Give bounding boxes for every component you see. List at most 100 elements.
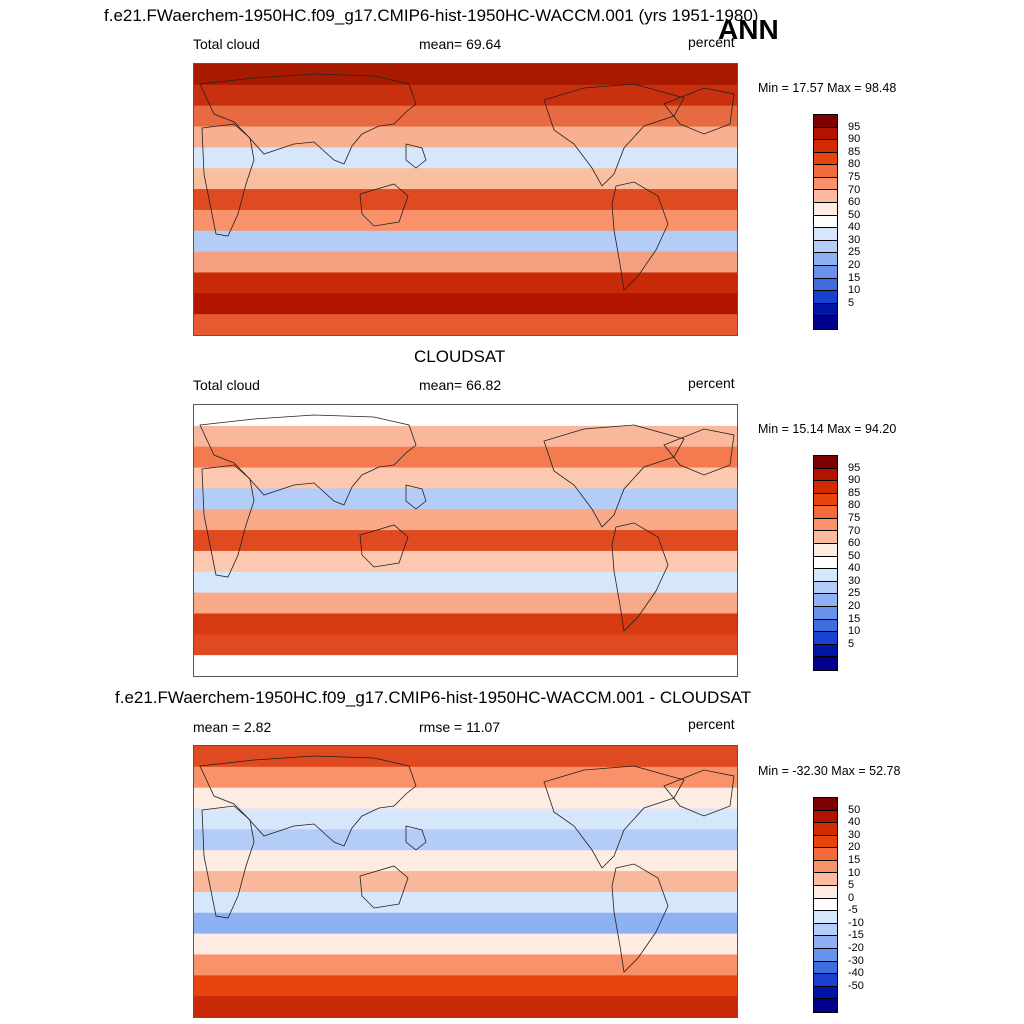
map-contour-band [194, 634, 737, 656]
map-contour-band [194, 64, 737, 86]
colorbar-box [814, 810, 837, 824]
colorbar-box [814, 619, 837, 633]
colorbar-tick-label: -20 [848, 942, 864, 955]
map-contour-band [194, 314, 737, 335]
coastline [359, 524, 409, 568]
colorbar-tick-label: 30 [848, 828, 861, 841]
map-contour-band [194, 168, 737, 190]
map-contour-band [194, 912, 737, 935]
map-contour-band [194, 293, 737, 315]
colorbar-tick-label: 75 [848, 170, 861, 183]
colorbar-tick-label: -30 [848, 954, 864, 967]
colorbar-box [814, 594, 837, 607]
colorbar-box [814, 506, 837, 519]
colorbar-tick-label: 50 [848, 803, 861, 816]
coastline [201, 464, 255, 578]
coastline [611, 522, 669, 632]
colorbar-tick-label: -40 [848, 967, 864, 980]
panel1-colorbar [813, 114, 838, 330]
colorbar-box [814, 278, 837, 292]
map-contour-band [194, 509, 737, 531]
coastline [543, 83, 685, 187]
coastline [663, 769, 735, 817]
colorbar-tick-label: 30 [848, 574, 861, 587]
colorbar-box [814, 556, 837, 570]
colorbar-box [814, 303, 837, 317]
colorbar-tick-label: 10 [848, 625, 861, 638]
colorbar-tick-label: 40 [848, 562, 861, 575]
panel1-mean-label: mean= 69.64 [419, 36, 502, 52]
map-contour-band [194, 488, 737, 510]
colorbar-tick-label: 85 [848, 486, 861, 499]
coastline [663, 87, 735, 135]
colorbar-box [814, 531, 837, 545]
panel3-mean-label: mean = 2.82 [193, 719, 272, 735]
colorbar-box [814, 240, 837, 254]
colorbar-box [814, 127, 837, 141]
colorbar-box [814, 823, 837, 836]
map-contour-band [194, 84, 737, 107]
panel3-colorbar [813, 797, 838, 1013]
colorbar-tick-label: 50 [848, 549, 861, 562]
colorbar-box [814, 544, 837, 557]
coastline [405, 484, 427, 510]
coastline [611, 863, 669, 973]
map-contour-band [194, 592, 737, 615]
colorbar-box [814, 835, 837, 849]
colorbar-tick-label: 10 [848, 284, 861, 297]
map-contour-band [194, 405, 737, 427]
coastline [201, 805, 255, 919]
panel3-minmax: Min = -32.30 Max = 52.78 [758, 764, 901, 778]
season-label: ANN [718, 14, 779, 45]
coastline [543, 765, 685, 869]
coastline [663, 428, 735, 476]
colorbar-box [814, 481, 837, 494]
map-contour-band [194, 787, 737, 810]
colorbar-box [814, 115, 837, 128]
colorbar-box [814, 581, 837, 595]
map-contour-band [194, 272, 737, 294]
colorbar-box [814, 798, 837, 811]
panel3-title: f.e21.FWaerchem-1950HC.f09_g17.CMIP6-his… [115, 688, 752, 707]
panel3-units-label: percent [688, 716, 735, 732]
map-contour-band [194, 746, 737, 768]
panel1-title: f.e21.FWaerchem-1950HC.f09_g17.CMIP6-his… [104, 6, 759, 25]
coastline [201, 123, 255, 237]
panel2-map [193, 404, 738, 677]
colorbar-box [814, 986, 837, 1000]
map-contour-band [194, 425, 737, 448]
colorbar-box [814, 456, 837, 469]
panel1-minmax: Min = 17.57 Max = 98.48 [758, 81, 897, 95]
map-contour-band [194, 209, 737, 232]
colorbar-tick-label: 0 [848, 891, 855, 904]
coastline [359, 183, 409, 227]
panel1-units-label: percent [688, 34, 735, 50]
colorbar-tick-label: -10 [848, 916, 864, 929]
panel2-colorbar [813, 455, 838, 671]
colorbar-box [814, 140, 837, 153]
panel1-map-svg [194, 64, 737, 335]
colorbar-box [814, 493, 837, 507]
map-contour-band [194, 655, 737, 676]
panel2-map-svg [194, 405, 737, 676]
panel1-map [193, 63, 738, 336]
colorbar-box [814, 936, 837, 949]
colorbar-box [814, 518, 837, 532]
colorbar-box [814, 606, 837, 620]
colorbar-box [814, 923, 837, 937]
map-contour-band [194, 105, 737, 128]
colorbar-box [814, 291, 837, 304]
map-contour-band [194, 808, 737, 830]
panel3-map [193, 745, 738, 1018]
panel2-variable-label: Total cloud [193, 377, 260, 393]
map-contour-band [194, 189, 737, 211]
colorbar-tick-label: 50 [848, 208, 861, 221]
colorbar-tick-label: 70 [848, 183, 861, 196]
colorbar-box [814, 873, 837, 887]
colorbar-tick-label: 95 [848, 461, 861, 474]
map-contour-band [194, 975, 737, 997]
colorbar-tick-label: 40 [848, 816, 861, 829]
colorbar-box [814, 569, 837, 582]
colorbar-box [814, 898, 837, 912]
map-contour-band [194, 446, 737, 469]
